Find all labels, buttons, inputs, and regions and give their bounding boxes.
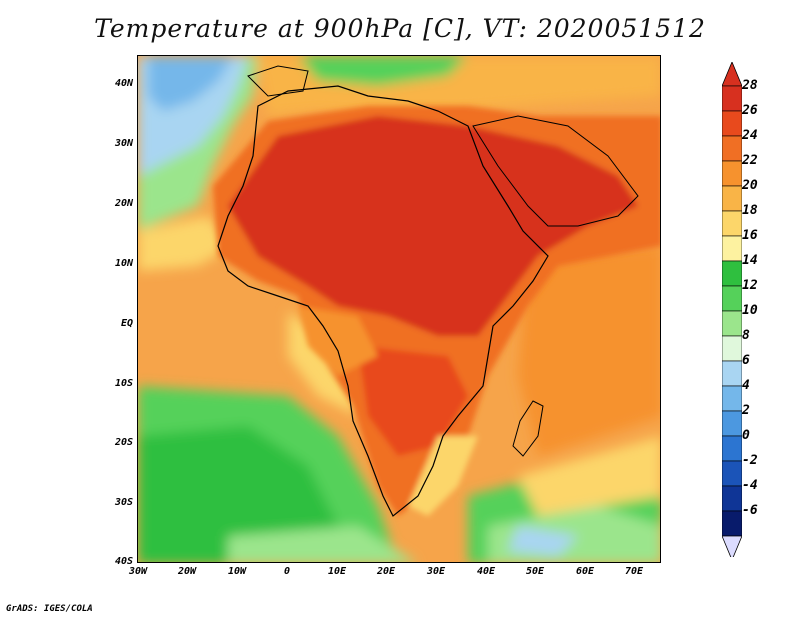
lon-tick: 10E: [327, 566, 347, 577]
color-bar-segment: [722, 185, 742, 212]
lat-tick: 30N: [114, 138, 133, 149]
color-bar-label: 10: [742, 303, 758, 318]
lon-tick: 40E: [476, 566, 496, 577]
lat-tick: 10S: [114, 378, 133, 389]
map-title: Temperature at 900hPa [C], VT: 202005151…: [94, 14, 706, 43]
color-bar-label: -2: [742, 453, 758, 468]
color-bar: [722, 62, 742, 557]
color-bar-label: -4: [742, 478, 758, 493]
iberia-coast: [247, 65, 309, 97]
lon-tick: 0: [283, 566, 291, 577]
color-bar-under-arrow: [722, 535, 742, 557]
credit-text: GrADS: IGES/COLA: [6, 604, 93, 614]
continent-hot: [228, 116, 638, 336]
color-bar-segment: [722, 135, 742, 162]
lat-tick: 20S: [114, 437, 133, 448]
color-bar-segment: [722, 435, 742, 462]
color-bar-segment: [722, 460, 742, 487]
color-bar-label: 24: [742, 128, 758, 143]
lon-tick: 70E: [624, 566, 644, 577]
lat-tick: 30S: [114, 497, 133, 508]
lon-tick: 20W: [177, 566, 197, 577]
color-bar-segment: [722, 285, 742, 312]
color-bar-label: 0: [742, 428, 750, 443]
color-bar-label: 28: [742, 78, 758, 93]
lon-tick: 30E: [426, 566, 446, 577]
lat-tick: 40S: [114, 556, 133, 567]
lon-tick: 20E: [376, 566, 396, 577]
lat-tick: EQ: [120, 318, 133, 329]
color-bar-label: 4: [742, 378, 750, 393]
color-bar-label: 20: [742, 178, 758, 193]
color-bar-segment: [722, 510, 742, 537]
color-bar-segment: [722, 360, 742, 387]
color-bar-segment: [722, 85, 742, 112]
color-bar-over-arrow: [722, 62, 742, 87]
lat-tick: 40N: [114, 78, 133, 89]
color-bar-label: 18: [742, 203, 758, 218]
color-bar-segment: [722, 485, 742, 512]
color-bar-label: 2: [742, 403, 750, 418]
color-bar-segment: [722, 385, 742, 412]
lon-tick: 50E: [525, 566, 545, 577]
color-bar-segment: [722, 110, 742, 137]
color-bar-segment: [722, 410, 742, 437]
lat-tick: 20N: [114, 198, 133, 209]
color-bar-segment: [722, 310, 742, 337]
color-bar-label: 16: [742, 228, 758, 243]
color-bar-segment: [722, 260, 742, 287]
color-bar-label: -6: [742, 503, 758, 518]
temperature-map: [137, 55, 661, 563]
color-bar-label: 6: [742, 353, 750, 368]
lat-tick: 10N: [114, 258, 133, 269]
lon-tick: 30W: [128, 566, 148, 577]
africa-coastline: [217, 85, 549, 517]
color-bar-segment: [722, 235, 742, 262]
color-bar-segment: [722, 335, 742, 362]
color-bar-label: 26: [742, 103, 758, 118]
color-bar-label: 12: [742, 278, 758, 293]
color-bar-segment: [722, 210, 742, 237]
lon-tick: 10W: [227, 566, 247, 577]
arabia-coastline: [472, 115, 639, 227]
madagascar: [512, 400, 544, 457]
color-bar-label: 8: [742, 328, 750, 343]
lon-tick: 60E: [575, 566, 595, 577]
color-bar-label: 22: [742, 153, 758, 168]
color-bar-label: 14: [742, 253, 758, 268]
color-bar-segment: [722, 160, 742, 187]
